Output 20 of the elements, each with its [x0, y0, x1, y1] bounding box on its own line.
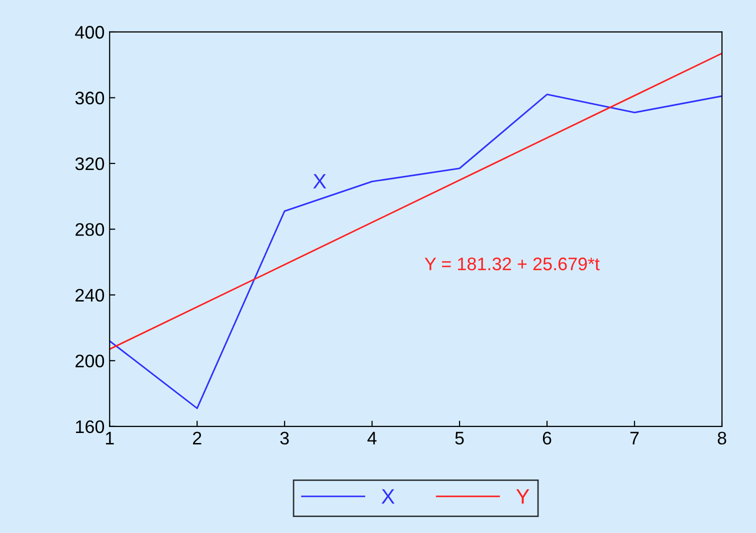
legend-label: X — [382, 489, 395, 504]
x-tick-label: 6 — [542, 432, 552, 445]
x-tick-label: 3 — [280, 432, 289, 445]
y-tick-label: 280 — [76, 223, 104, 236]
y-tick-label: 400 — [75, 26, 104, 39]
annotation: X — [313, 174, 326, 188]
x-tick-label: 2 — [192, 432, 202, 444]
x-tick-label: 5 — [455, 432, 464, 445]
y-tick-label: 240 — [76, 288, 104, 302]
y-tick-label: 200 — [76, 354, 104, 368]
x-tick-label: 7 — [630, 432, 639, 444]
legend-label: Y — [516, 489, 530, 504]
x-tick-label: 1 — [106, 432, 114, 444]
y-tick-label: 160 — [76, 420, 104, 434]
x-tick-label: 8 — [718, 432, 726, 445]
y-tick-label: 320 — [75, 157, 104, 170]
annotation: Y = 181.32 + 25.679*t — [424, 258, 600, 270]
y-tick-label: 360 — [75, 92, 104, 104]
x-tick-label: 4 — [367, 432, 377, 444]
line-series — [110, 94, 722, 410]
